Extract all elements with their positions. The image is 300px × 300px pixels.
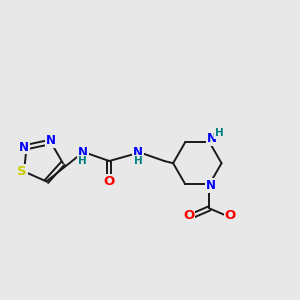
Text: N: N xyxy=(46,134,56,147)
Text: N: N xyxy=(133,146,143,159)
Text: H: H xyxy=(134,156,142,166)
Text: H: H xyxy=(79,156,87,166)
Text: N: N xyxy=(20,140,29,154)
Text: O: O xyxy=(183,208,194,221)
Text: O: O xyxy=(225,208,236,221)
Text: N: N xyxy=(78,146,88,159)
Text: N: N xyxy=(207,132,217,146)
Text: O: O xyxy=(103,176,115,188)
Text: H: H xyxy=(215,128,224,138)
Text: S: S xyxy=(17,165,27,178)
Text: N: N xyxy=(206,179,215,192)
